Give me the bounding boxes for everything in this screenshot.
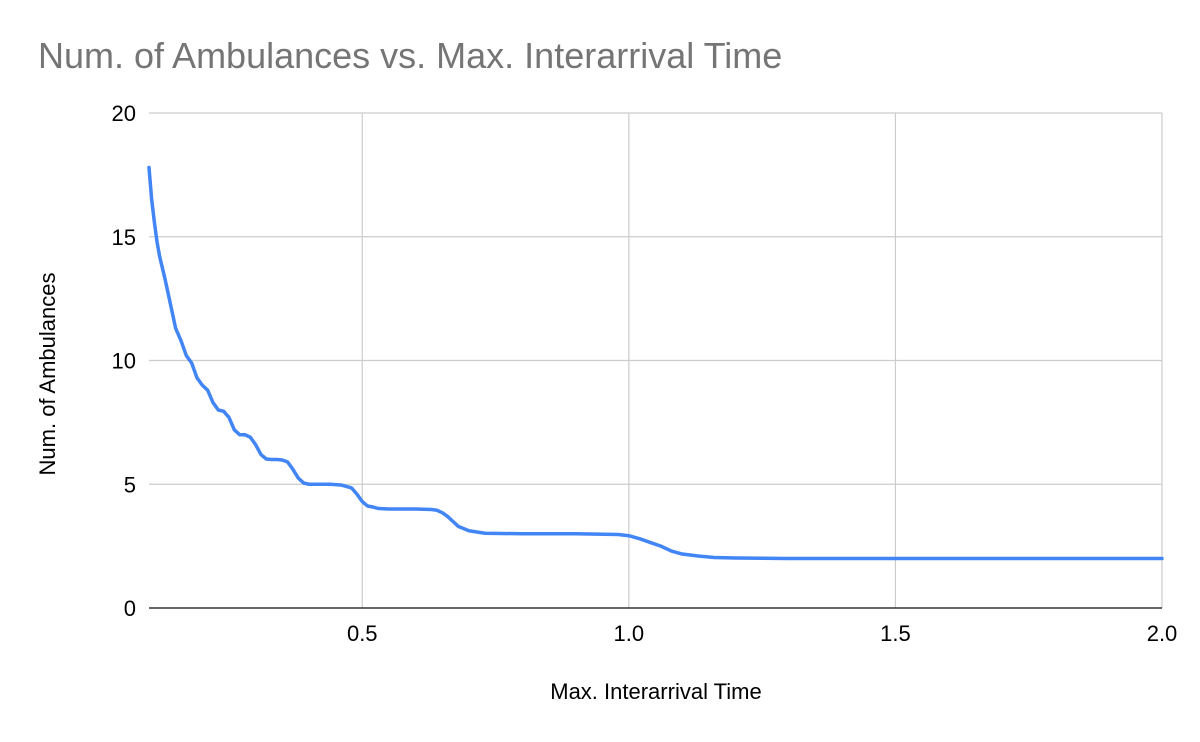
gridlines — [149, 112, 1163, 608]
x-tick-label-2: 1.5 — [880, 621, 911, 646]
x-tick-label-3: 2.0 — [1147, 621, 1178, 646]
y-tick-label-0: 0 — [124, 596, 136, 621]
x-tick-label-0: 0.5 — [347, 621, 378, 646]
y-tick-label-1: 5 — [124, 472, 136, 497]
chart-title: Num. of Ambulances vs. Max. Interarrival… — [38, 35, 782, 76]
y-tick-label-3: 15 — [112, 225, 136, 250]
series-layer — [147, 165, 1164, 561]
y-tick-labels: 0 5 10 15 20 — [112, 101, 136, 621]
y-tick-label-2: 10 — [112, 349, 136, 374]
x-tick-label-1: 1.0 — [614, 621, 645, 646]
y-axis-title: Num. of Ambulances — [35, 273, 60, 476]
y-tick-label-4: 20 — [112, 101, 136, 126]
x-axis-title: Max. Interarrival Time — [550, 679, 762, 704]
series-line-0 — [147, 165, 1164, 561]
x-tick-labels: 0.5 1.0 1.5 2.0 — [347, 621, 1177, 646]
